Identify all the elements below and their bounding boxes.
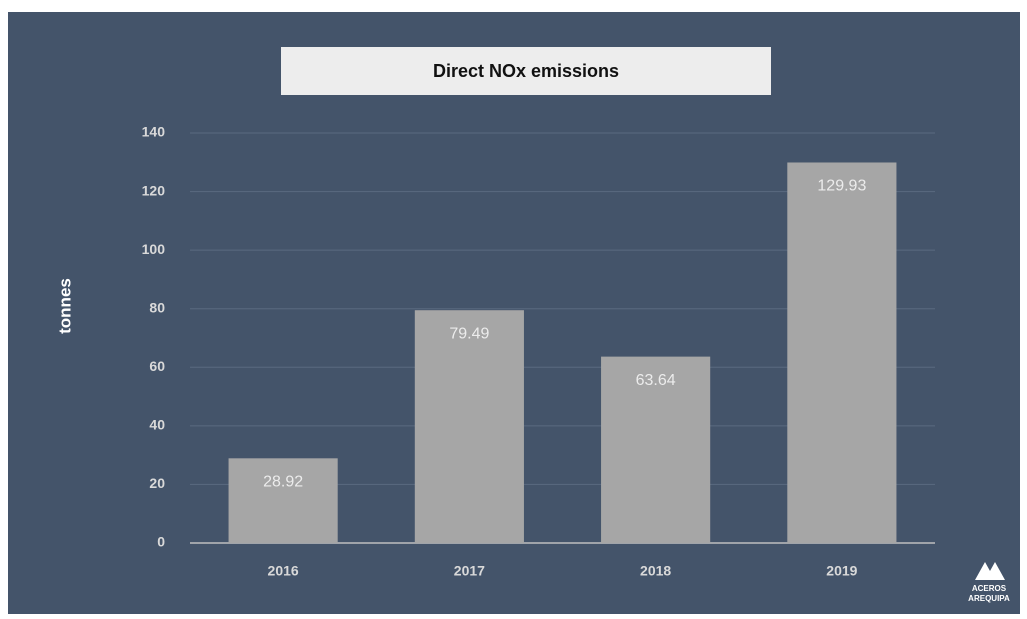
logo-text: AREQUIPA (968, 594, 1010, 603)
x-tick-label: 2018 (640, 563, 671, 579)
value-label: 129.93 (817, 178, 866, 195)
y-tick-label: 100 (142, 241, 166, 257)
bar (787, 162, 897, 543)
x-tick-label: 2017 (454, 563, 485, 579)
y-tick-label: 20 (149, 475, 165, 491)
logo-icon (975, 562, 1005, 580)
logo-text: ACEROS (972, 584, 1007, 593)
bar (414, 310, 524, 543)
bar (228, 458, 338, 543)
y-tick-label: 80 (149, 299, 165, 315)
chart-title: Direct NOx emissions (433, 61, 619, 81)
y-tick-label: 120 (142, 182, 166, 198)
bar (601, 356, 711, 543)
title-box (281, 47, 771, 95)
y-tick-label: 60 (149, 358, 165, 374)
y-axis-label: tonnes (55, 278, 74, 334)
y-tick-label: 40 (149, 417, 165, 433)
y-tick-label: 140 (142, 124, 166, 140)
value-label: 28.92 (263, 474, 303, 491)
x-tick-label: 2019 (826, 563, 857, 579)
x-tick-label: 2016 (268, 563, 299, 579)
logo: ACEROS AREQUIPA (968, 562, 1010, 603)
value-label: 79.49 (449, 325, 489, 342)
y-tick-label: 0 (157, 534, 165, 550)
value-label: 63.64 (636, 372, 676, 389)
